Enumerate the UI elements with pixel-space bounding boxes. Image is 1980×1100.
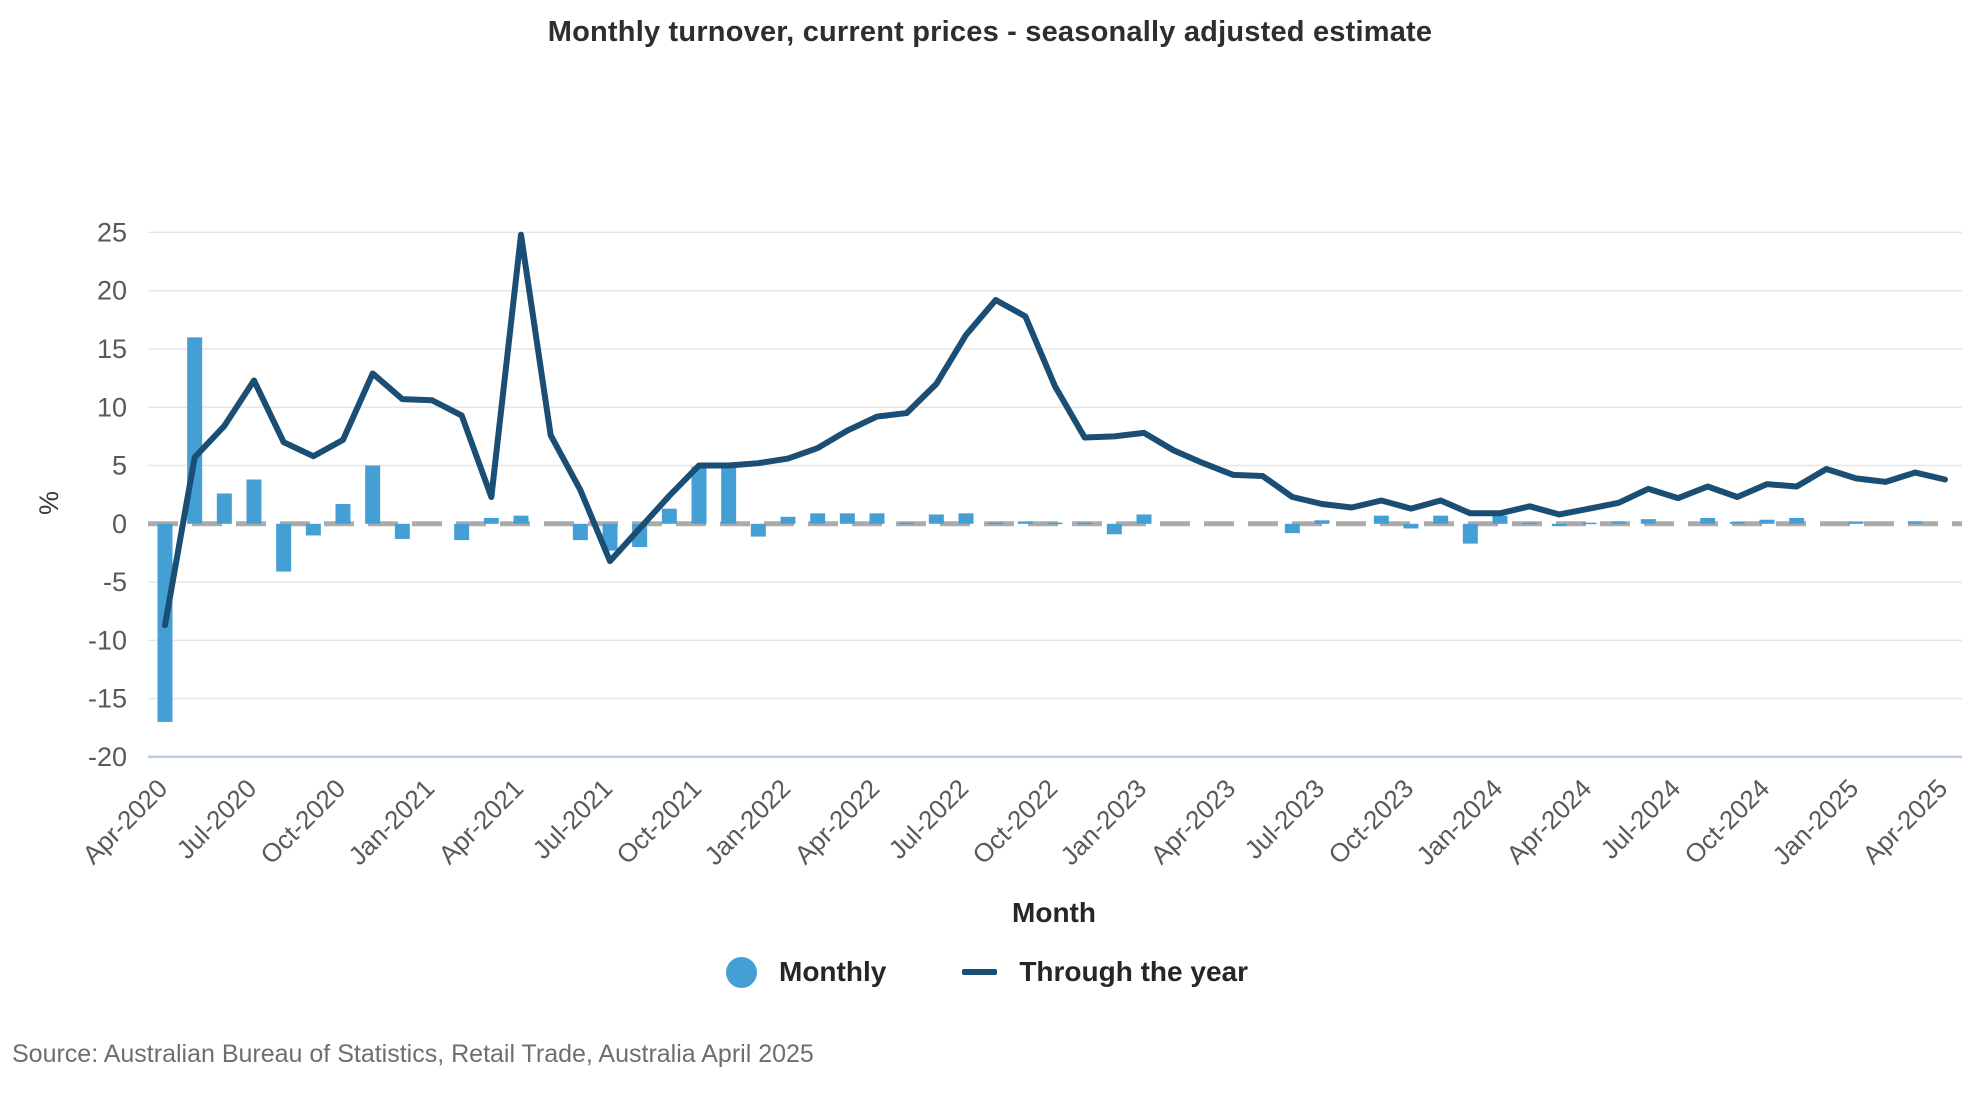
monthly-bar-Mar-2025: [1907, 521, 1923, 524]
source-note: Source: Australian Bureau of Statistics,…: [12, 1040, 814, 1068]
x-tick-label: Oct-2020: [254, 773, 351, 870]
monthly-bar-Dec-2023: [1462, 523, 1478, 544]
x-tick-label: Jul-2024: [1595, 773, 1687, 865]
monthly-series-marker-icon: [726, 956, 757, 988]
y-tick-label: 5: [112, 451, 127, 481]
monthly-bar-Sep-2024: [1729, 522, 1745, 524]
y-tick-label: -10: [88, 625, 127, 655]
monthly-bar-Oct-2023: [1403, 523, 1419, 529]
monthly-bar-Sep-2020: [305, 523, 321, 536]
y-tick-label: 15: [97, 334, 127, 364]
chart-title: Monthly turnover, current prices - seaso…: [547, 16, 1433, 48]
monthly-bar-Oct-2024: [1759, 519, 1775, 524]
x-tick-label: Jan-2022: [698, 773, 796, 871]
monthly-bar-Mar-2021: [483, 517, 499, 524]
monthly-bar-Oct-2020: [335, 503, 351, 524]
monthly-bar-Sep-2023: [1373, 515, 1389, 524]
x-tick-label: Jul-2023: [1239, 773, 1331, 865]
monthly-bar-Oct-2022: [1047, 522, 1063, 525]
y-tick-label: 25: [97, 217, 127, 247]
x-tick-label: Jan-2023: [1054, 773, 1152, 871]
legend-item-monthly: Monthly: [726, 956, 886, 988]
monthly-bar-Apr-2024: [1581, 522, 1597, 525]
y-tick-label: -15: [88, 684, 127, 714]
x-tick-label: Apr-2020: [76, 773, 173, 870]
through-the-year-series-marker-icon: [962, 969, 998, 975]
monthly-bar-May-2024: [1611, 521, 1627, 524]
x-tick-label: Oct-2022: [966, 773, 1063, 870]
monthly-bar-Nov-2021: [721, 466, 737, 524]
monthly-bar-Oct-2021: [691, 466, 707, 524]
x-tick-label: Jan-2025: [1766, 773, 1864, 871]
monthly-bar-Jun-2022: [928, 514, 944, 524]
monthly-bar-Jul-2021: [602, 523, 618, 551]
monthly-bar-Feb-2024: [1522, 522, 1538, 525]
y-axis-title: %: [34, 491, 64, 515]
monthly-bar-Nov-2024: [1789, 517, 1805, 524]
x-tick-label: Apr-2022: [788, 773, 885, 870]
monthly-bar-Jan-2025: [1848, 521, 1864, 524]
legend-label-through-the-year: Through the year: [1019, 956, 1249, 987]
monthly-bar-Aug-2022: [988, 522, 1004, 525]
monthly-bar-Jun-2021: [572, 523, 588, 541]
monthly-bar-Aug-2020: [276, 523, 292, 572]
y-tick-label: 20: [97, 276, 127, 306]
x-tick-label: Apr-2023: [1144, 773, 1241, 870]
monthly-bar-Sep-2022: [1017, 521, 1033, 524]
monthly-bar-Nov-2023: [1433, 515, 1449, 524]
monthly-bar-Jun-2020: [216, 493, 232, 524]
monthly-bar-Jan-2024: [1492, 515, 1508, 524]
monthly-bar-Aug-2024: [1700, 517, 1716, 524]
monthly-bar-Dec-2021: [750, 523, 766, 537]
y-tick-label: 0: [112, 509, 127, 539]
x-axis-title: Month: [1012, 897, 1096, 928]
x-tick-label: Oct-2024: [1678, 773, 1775, 870]
monthly-bar-Jun-2023: [1284, 523, 1300, 534]
monthly-bar-Apr-2022: [869, 513, 885, 524]
monthly-bar-May-2022: [899, 522, 915, 525]
legend: Monthly Through the year: [726, 956, 1248, 988]
x-tick-label: Jan-2021: [342, 773, 440, 871]
monthly-bar-Mar-2024: [1551, 523, 1567, 527]
x-tick-label: Oct-2021: [610, 773, 707, 870]
monthly-bar-Jul-2022: [958, 513, 974, 524]
monthly-bar-Feb-2021: [454, 523, 470, 541]
x-tick-label: Apr-2024: [1500, 773, 1597, 870]
monthly-bar-Jul-2020: [246, 479, 262, 524]
monthly-bar-Jun-2024: [1640, 519, 1656, 524]
x-tick-label: Apr-2021: [432, 773, 529, 870]
through-the-year-line: [162, 231, 1948, 629]
x-tick-label: Apr-2025: [1856, 773, 1953, 870]
monthly-bar-Jan-2023: [1136, 514, 1152, 524]
x-tick-label: Jul-2022: [883, 773, 975, 865]
y-tick-label: -20: [88, 742, 127, 772]
y-tick-label: 10: [97, 392, 127, 422]
monthly-bar-Sep-2021: [661, 508, 677, 524]
x-tick-label: Oct-2023: [1322, 773, 1419, 870]
legend-item-through-the-year: Through the year: [962, 956, 1248, 988]
monthly-bar-Dec-2022: [1106, 523, 1122, 535]
monthly-bar-Feb-2022: [810, 513, 826, 524]
x-tick-label: Jan-2024: [1410, 773, 1508, 871]
x-tick-label: Jul-2020: [171, 773, 263, 865]
monthly-bar-Mar-2022: [839, 513, 855, 524]
legend-label-monthly: Monthly: [779, 956, 887, 987]
monthly-bar-Jul-2023: [1314, 520, 1330, 524]
monthly-bar-Nov-2022: [1077, 522, 1093, 525]
monthly-bar-Jan-2022: [780, 516, 796, 524]
monthly-bar-Nov-2020: [365, 465, 381, 524]
monthly-bar-Dec-2020: [394, 523, 410, 539]
x-tick-label: Jul-2021: [527, 773, 619, 865]
monthly-bar-Apr-2021: [513, 515, 529, 524]
y-tick-label: -5: [103, 567, 127, 597]
